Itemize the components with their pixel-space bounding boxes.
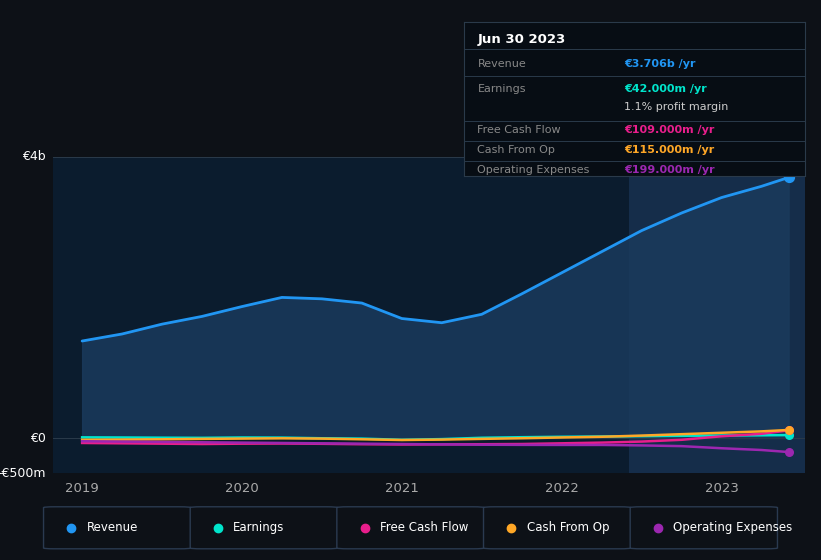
Point [782, 426, 796, 435]
Text: Cash From Op: Cash From Op [478, 145, 555, 155]
Text: -€500m: -€500m [0, 466, 46, 480]
Text: 1.1% profit margin: 1.1% profit margin [624, 102, 728, 112]
Text: €0: €0 [30, 432, 46, 445]
Text: Operating Expenses: Operating Expenses [673, 521, 792, 534]
Text: €3.706b /yr: €3.706b /yr [624, 59, 695, 69]
Text: Jun 30 2023: Jun 30 2023 [478, 33, 566, 46]
Text: €109.000m /yr: €109.000m /yr [624, 125, 714, 135]
Text: Operating Expenses: Operating Expenses [478, 165, 589, 175]
Point [782, 426, 796, 435]
FancyBboxPatch shape [337, 507, 484, 549]
Bar [629, 157, 805, 473]
Point [782, 173, 796, 182]
Text: Revenue: Revenue [478, 59, 526, 69]
Text: Free Cash Flow: Free Cash Flow [380, 521, 468, 534]
Text: Earnings: Earnings [478, 83, 526, 94]
Text: Earnings: Earnings [233, 521, 285, 534]
Point [782, 431, 796, 440]
Text: €115.000m /yr: €115.000m /yr [624, 145, 714, 155]
Point [782, 447, 796, 456]
Text: €42.000m /yr: €42.000m /yr [624, 83, 707, 94]
Text: €199.000m /yr: €199.000m /yr [624, 165, 714, 175]
Text: Free Cash Flow: Free Cash Flow [478, 125, 561, 135]
Text: Cash From Op: Cash From Op [526, 521, 609, 534]
Text: €4b: €4b [22, 150, 46, 164]
FancyBboxPatch shape [484, 507, 631, 549]
Text: Revenue: Revenue [86, 521, 138, 534]
FancyBboxPatch shape [190, 507, 337, 549]
FancyBboxPatch shape [44, 507, 190, 549]
FancyBboxPatch shape [631, 507, 777, 549]
